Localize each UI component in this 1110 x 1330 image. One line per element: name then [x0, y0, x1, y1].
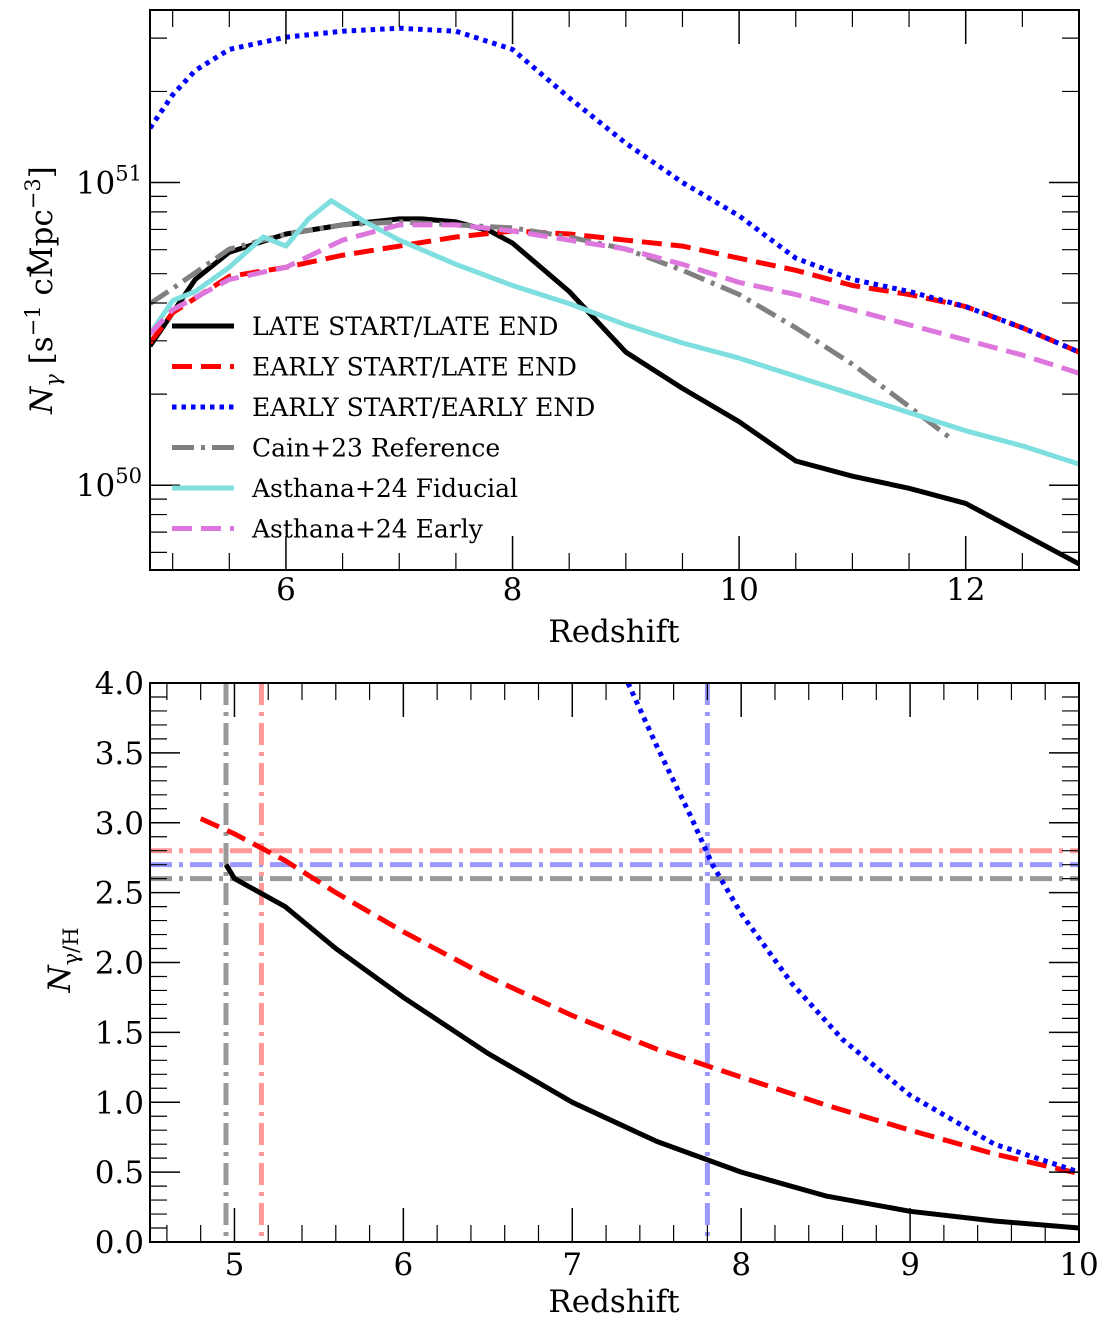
bottom-ticks [150, 682, 1080, 1243]
top-xtick-label: 8 [503, 572, 523, 608]
top-plot-content [150, 25, 1079, 567]
bottom-series-early-start-early-end [625, 683, 1079, 1175]
legend-label-asthana-24-fiducial: Asthana+24 Fiducial [251, 474, 518, 503]
top-xtick-label: 12 [946, 572, 985, 608]
top-series-early-start-early-end [150, 25, 1079, 355]
bottom-xtick-label: 5 [225, 1247, 245, 1283]
bottom-ytick-label: 0.5 [95, 1155, 144, 1191]
top-y-label-units-exp: −1 [21, 305, 45, 336]
bottom-panel: 5 6 7 8 9 10 0.0 0.5 1.0 1.5 2.0 2.5 3.0 3.5 4.0 Redsh… [42, 666, 1099, 1320]
top-plot-frame [149, 9, 1080, 571]
bottom-tick-labels: 5 6 7 8 9 10 0.0 0.5 1.0 1.5 2.0 2.5 3.0 3.5 4.0 [95, 666, 1099, 1283]
top-y-label-sub: γ [41, 374, 65, 387]
legend-label-early-start-late-end: EARLY START/LATE END [252, 353, 577, 382]
legend-label-cain-23-reference: Cain+23 Reference [252, 434, 500, 463]
legend: LATE START/LATE END EARLY START/LATE END E… [172, 312, 595, 544]
top-xtick-label: 6 [276, 572, 296, 608]
bottom-xtick-label: 6 [393, 1247, 413, 1283]
bottom-plot-frame [149, 682, 1080, 1243]
top-xtick-label: 10 [719, 572, 758, 608]
bottom-xtick-label: 7 [562, 1247, 582, 1283]
bottom-ytick-label: 1.0 [95, 1085, 144, 1121]
top-series-asthana-24-fiducial [150, 198, 1079, 467]
top-y-label-dot [26, 266, 32, 272]
bottom-x-axis-label: Redshift [548, 1284, 680, 1320]
bottom-plot-content [150, 683, 1079, 1242]
top-series-late-start-late-end [150, 216, 1079, 567]
bottom-ytick-label: 4.0 [95, 666, 144, 702]
bottom-y-label-main: N [42, 964, 78, 994]
top-tick-labels: 6 8 10 12 1050 1051 [76, 162, 986, 608]
top-y-label-units: [s [24, 336, 60, 374]
bottom-series-early-start-late-end [199, 816, 1079, 1176]
bottom-ytick-label: 0.0 [95, 1225, 144, 1261]
top-y-axis-label: Nγ [s−1 cMpc−3] [21, 166, 65, 415]
bottom-xtick-label: 8 [731, 1247, 751, 1283]
bottom-ytick-label: 3.0 [95, 806, 144, 842]
top-x-axis-label: Redshift [548, 614, 680, 650]
bottom-y-axis-label: Nγ/H [42, 927, 83, 993]
top-series-asthana-24-early [150, 222, 1079, 376]
bottom-xtick-label: 9 [900, 1247, 920, 1283]
top-y-label-close: ] [24, 166, 60, 178]
legend-label-asthana-24-early: Asthana+24 Early [251, 515, 484, 544]
top-ytick-label: 1050 [76, 464, 142, 504]
bottom-y-label-sub: γ/H [59, 927, 83, 965]
bottom-ytick-label: 2.0 [95, 946, 144, 982]
bottom-ytick-label: 2.5 [95, 876, 144, 912]
top-y-label-units2-exp: −3 [21, 178, 45, 209]
bottom-ytick-label: 1.5 [95, 1015, 144, 1051]
legend-label-late-start-late-end: LATE START/LATE END [252, 312, 558, 341]
bottom-ytick-label: 3.5 [95, 736, 144, 772]
top-ytick-label: 1051 [76, 162, 142, 202]
top-y-label-units2: cMpc [24, 209, 60, 305]
legend-label-early-start-early-end: EARLY START/EARLY END [252, 393, 595, 422]
top-y-label-main: N [24, 385, 60, 415]
bottom-xtick-label: 10 [1059, 1247, 1098, 1283]
